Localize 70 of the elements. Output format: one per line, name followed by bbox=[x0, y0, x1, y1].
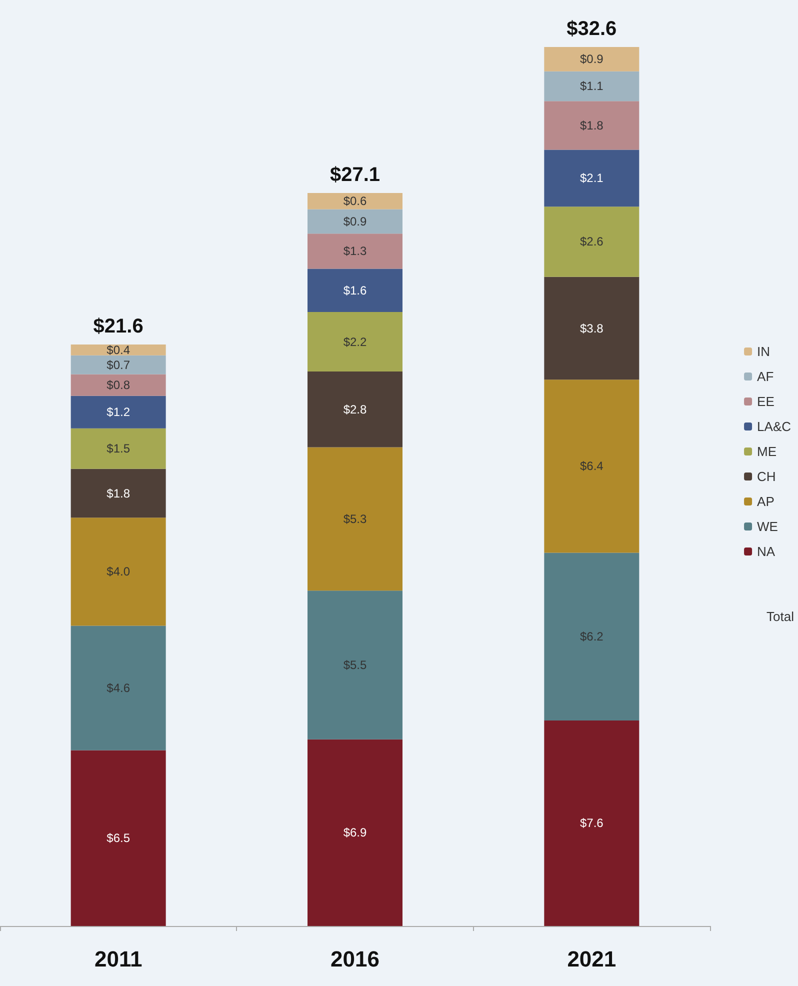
text: Total bbox=[766, 609, 794, 624]
legend-label: EE bbox=[757, 394, 775, 409]
bar bbox=[70, 468, 166, 518]
bar bbox=[308, 193, 402, 210]
data-label: $0.8 bbox=[106, 378, 130, 392]
bar bbox=[70, 374, 166, 396]
legend-label: IN bbox=[757, 344, 770, 359]
legend-label: LA&C bbox=[757, 419, 792, 434]
data-label: $1.1 bbox=[580, 79, 604, 94]
data-label: $1.3 bbox=[343, 244, 367, 258]
data-label: $1.2 bbox=[106, 405, 130, 420]
data-label: $6.5 bbox=[106, 831, 130, 846]
total-label: $27.1 bbox=[330, 164, 380, 186]
bar bbox=[544, 150, 640, 207]
bar bbox=[308, 312, 402, 372]
bar bbox=[70, 626, 166, 750]
data-label: $0.9 bbox=[580, 52, 604, 66]
bar bbox=[544, 380, 640, 553]
bar bbox=[544, 552, 640, 720]
legend-label: AF bbox=[757, 369, 774, 384]
bar bbox=[544, 71, 640, 102]
legend-label: CH bbox=[757, 469, 776, 484]
data-label: $4.0 bbox=[106, 564, 130, 579]
bar bbox=[308, 372, 402, 448]
data-label: $2.8 bbox=[343, 402, 367, 416]
bar bbox=[70, 355, 166, 374]
data-label: $5.5 bbox=[343, 658, 367, 672]
data-label: $3.8 bbox=[580, 321, 604, 336]
bar bbox=[544, 206, 640, 277]
data-label: $6.4 bbox=[580, 459, 604, 474]
x-tick-label: 2021 bbox=[567, 946, 616, 972]
data-label: $0.6 bbox=[343, 194, 367, 208]
bar bbox=[70, 428, 166, 469]
bar bbox=[308, 209, 402, 234]
legend-label: AP bbox=[757, 494, 774, 509]
data-label: $0.7 bbox=[106, 358, 130, 372]
legend-label: ME bbox=[757, 444, 777, 459]
bar bbox=[544, 47, 640, 72]
data-label: $1.8 bbox=[106, 486, 130, 500]
bar bbox=[544, 276, 640, 380]
data-label: $1.5 bbox=[106, 442, 130, 456]
total-label: $32.6 bbox=[566, 18, 617, 40]
legend-label: WE bbox=[757, 519, 778, 534]
data-label: $1.6 bbox=[343, 283, 367, 298]
data-label: $1.8 bbox=[580, 118, 604, 132]
bar bbox=[308, 447, 402, 591]
bar bbox=[308, 590, 402, 740]
bar bbox=[308, 268, 402, 312]
total-label: $21.6 bbox=[93, 316, 144, 338]
bar bbox=[308, 234, 402, 269]
data-label: $6.2 bbox=[580, 630, 604, 644]
legend-label: NA bbox=[757, 544, 776, 559]
x-tick-label: 2016 bbox=[330, 946, 380, 972]
data-label: $0.4 bbox=[106, 342, 130, 357]
bar bbox=[70, 396, 166, 428]
bar bbox=[308, 739, 402, 926]
x-tick-label: 2011 bbox=[94, 946, 142, 972]
data-label: $2.2 bbox=[343, 334, 367, 349]
data-label: $2.6 bbox=[580, 234, 604, 249]
bar bbox=[70, 750, 166, 926]
data-label: $6.9 bbox=[343, 826, 367, 840]
bar bbox=[544, 720, 640, 926]
data-label: $2.1 bbox=[580, 171, 604, 186]
data-label: $5.3 bbox=[343, 512, 367, 526]
data-label: $7.6 bbox=[580, 816, 604, 830]
bar bbox=[70, 344, 166, 356]
bar bbox=[70, 518, 166, 626]
bar bbox=[544, 101, 640, 150]
data-label: $0.9 bbox=[343, 214, 367, 228]
data-label: $4.6 bbox=[106, 680, 130, 695]
